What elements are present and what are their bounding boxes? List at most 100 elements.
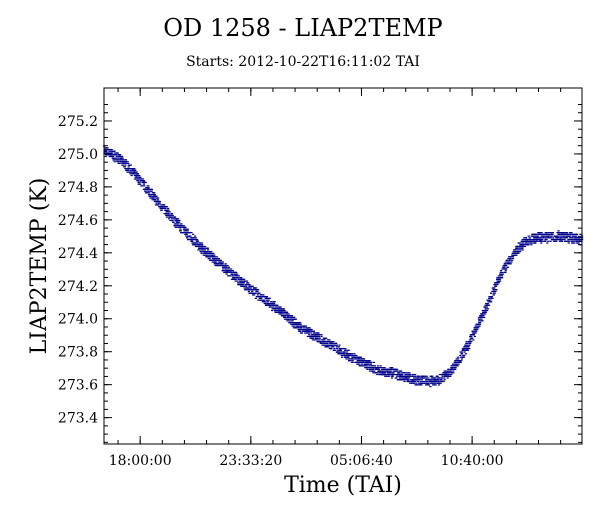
data-point bbox=[227, 271, 230, 274]
data-point bbox=[253, 289, 256, 291]
data-point bbox=[358, 363, 361, 365]
data-point bbox=[396, 368, 399, 370]
data-point bbox=[518, 249, 521, 251]
data-point bbox=[233, 275, 236, 277]
data-point bbox=[162, 206, 165, 208]
data-point bbox=[147, 193, 151, 196]
data-point bbox=[355, 358, 358, 360]
data-point bbox=[438, 380, 441, 383]
data-point bbox=[466, 342, 469, 344]
data-point bbox=[437, 384, 441, 386]
data-point bbox=[297, 328, 300, 331]
data-point bbox=[372, 368, 375, 370]
data-point bbox=[400, 370, 403, 372]
data-point bbox=[391, 367, 394, 369]
data-point bbox=[213, 256, 217, 258]
data-point bbox=[226, 268, 229, 270]
data-point bbox=[431, 375, 434, 377]
data-point bbox=[202, 247, 206, 249]
data-point bbox=[158, 202, 161, 204]
data-point bbox=[174, 218, 177, 220]
data-point bbox=[147, 185, 150, 187]
data-point bbox=[160, 204, 163, 206]
data-point bbox=[330, 341, 333, 343]
data-point bbox=[551, 232, 554, 234]
data-point bbox=[294, 318, 298, 320]
data-point bbox=[244, 280, 247, 282]
data-point bbox=[408, 380, 411, 383]
data-point bbox=[148, 192, 151, 194]
data-point bbox=[427, 382, 430, 384]
data-point bbox=[533, 240, 536, 242]
data-point bbox=[409, 379, 412, 381]
data-point bbox=[220, 264, 223, 267]
data-point bbox=[493, 290, 496, 293]
data-point bbox=[418, 382, 421, 384]
data-point bbox=[471, 330, 474, 332]
data-point bbox=[533, 235, 537, 237]
data-point bbox=[499, 271, 502, 274]
data-point bbox=[489, 299, 492, 301]
data-point bbox=[535, 240, 539, 242]
data-point bbox=[341, 356, 344, 358]
data-point bbox=[548, 233, 551, 235]
data-point bbox=[365, 365, 369, 367]
data-point bbox=[497, 275, 500, 277]
data-point bbox=[317, 335, 320, 338]
data-point bbox=[456, 356, 460, 358]
data-point bbox=[463, 351, 466, 353]
data-point bbox=[460, 358, 464, 360]
data-point bbox=[335, 344, 338, 346]
data-point bbox=[323, 339, 326, 341]
data-point bbox=[225, 273, 228, 275]
data-point bbox=[104, 155, 107, 158]
data-point bbox=[440, 380, 443, 383]
data-point bbox=[213, 259, 216, 261]
data-point bbox=[350, 354, 353, 357]
data-point bbox=[267, 299, 270, 301]
data-point bbox=[510, 261, 513, 263]
data-point bbox=[167, 209, 170, 211]
data-point bbox=[238, 278, 241, 280]
data-point bbox=[388, 375, 391, 377]
data-point bbox=[416, 379, 419, 381]
y-tick-label: 273.6 bbox=[58, 378, 98, 394]
data-point bbox=[395, 370, 398, 372]
data-point bbox=[273, 301, 276, 303]
data-point bbox=[389, 367, 392, 369]
data-point bbox=[406, 372, 409, 374]
data-point bbox=[182, 232, 185, 234]
data-point bbox=[323, 344, 326, 346]
data-point bbox=[459, 354, 462, 357]
data-point bbox=[566, 237, 569, 239]
data-point bbox=[446, 372, 449, 374]
data-point bbox=[217, 264, 221, 267]
data-point bbox=[315, 335, 318, 338]
data-point bbox=[498, 278, 501, 280]
data-point bbox=[257, 289, 260, 291]
data-point bbox=[288, 320, 291, 322]
data-point bbox=[478, 318, 481, 320]
data-point bbox=[210, 259, 214, 261]
data-point bbox=[186, 228, 189, 230]
data-point bbox=[501, 273, 504, 275]
data-point bbox=[328, 339, 331, 341]
data-point bbox=[108, 150, 111, 152]
data-point bbox=[293, 316, 296, 319]
data-point bbox=[460, 351, 464, 353]
data-point bbox=[182, 225, 185, 227]
data-point bbox=[270, 301, 273, 303]
data-point bbox=[242, 282, 245, 284]
data-point bbox=[179, 230, 182, 232]
data-point bbox=[215, 261, 218, 263]
data-point bbox=[344, 347, 347, 350]
data-point bbox=[519, 249, 522, 251]
data-point bbox=[295, 327, 298, 329]
data-point bbox=[233, 271, 236, 274]
data-point bbox=[135, 176, 139, 178]
data-point bbox=[390, 373, 393, 376]
data-point bbox=[270, 309, 274, 312]
data-point bbox=[316, 339, 319, 341]
data-point bbox=[114, 154, 118, 156]
data-point bbox=[231, 273, 234, 275]
